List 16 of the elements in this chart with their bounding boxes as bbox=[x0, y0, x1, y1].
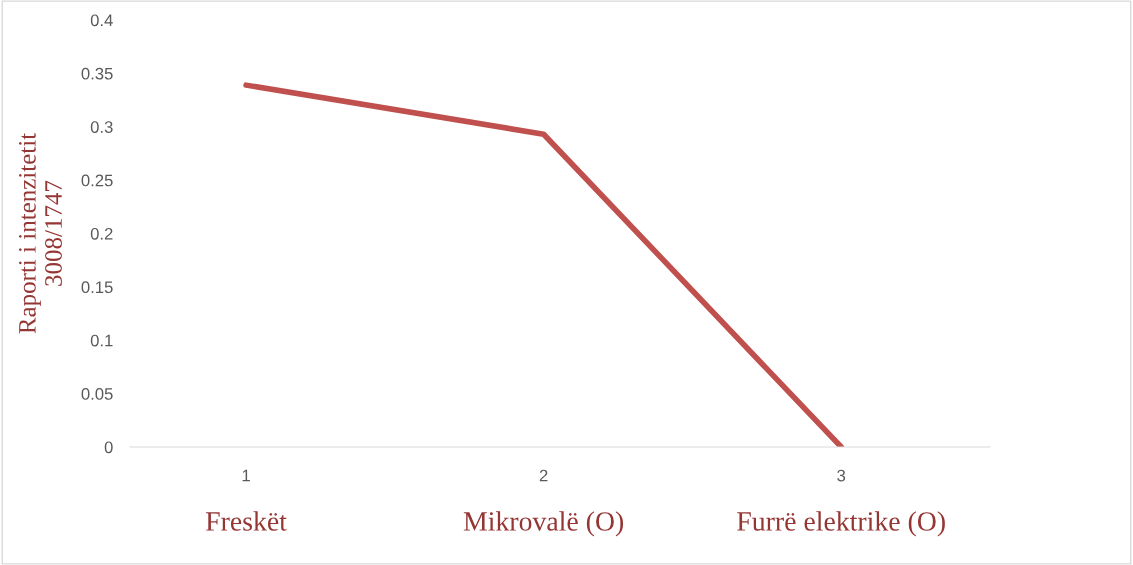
x-tick-label: 3 bbox=[837, 469, 846, 482]
y-tick-label: 0.05 bbox=[81, 388, 113, 400]
y-axis-title: Raporti i intenzitetit 3008/1747 bbox=[18, 132, 62, 334]
x-tick-label: 2 bbox=[539, 469, 548, 482]
text: Mikrovalë (O) bbox=[463, 511, 624, 537]
y-tick-label: 0.25 bbox=[81, 174, 113, 187]
y-tick-label: 0.1 bbox=[90, 334, 113, 347]
y-tick-label: 0.3 bbox=[90, 121, 113, 133]
y-tick-label: 0.2 bbox=[90, 227, 113, 240]
x-tick-label: 1 bbox=[242, 469, 250, 482]
text: Freskët bbox=[205, 511, 287, 531]
y-tick-label: 0.15 bbox=[81, 281, 113, 294]
y-tick-label: 0.4 bbox=[90, 14, 113, 27]
text: Furrë elektrike (O) bbox=[737, 511, 945, 537]
y-tick-label: 0.35 bbox=[81, 67, 113, 80]
y-tick-label: 0 bbox=[104, 441, 113, 454]
